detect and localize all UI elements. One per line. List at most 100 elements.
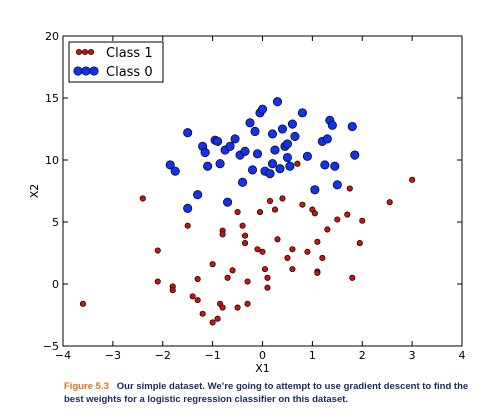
y-axis-label: X2 [28,184,41,199]
class-1-point [315,239,320,244]
class-0-point [283,140,291,148]
class-0-point [248,166,256,174]
class-0-point [311,186,319,194]
class-1-point [230,268,235,273]
class-1-point [290,266,295,271]
class-1-point [295,161,300,166]
class-1-point [267,198,272,203]
class-1-point [325,227,330,232]
class-0-point [303,152,311,160]
class-1-point [275,237,280,242]
plot-area: −4 −3 −2 −1 0 1 2 3 4 −5 0 5 10 15 20 X1 X2 Class 1 Class … [28,30,466,375]
class-1-point [242,233,247,238]
class-0-point [278,125,286,133]
class-1-point [335,217,340,222]
class-1-point [360,218,365,223]
legend-label: Class 0 [106,65,153,80]
class-1-point [300,202,305,207]
y-tick-label: 0 [52,278,59,291]
class-0-point [223,198,231,206]
class-1-point [345,212,350,217]
class-1-point [257,209,262,214]
class-1-point [225,275,230,280]
class-0-point [288,120,296,128]
class-1-point [265,285,270,290]
legend-class-1-marker [76,49,81,54]
class-1-point [245,301,250,306]
class-0-point [268,160,276,168]
class-1-point [305,249,310,254]
class-0-point [183,129,191,137]
class-0-point [246,119,254,127]
class-0-point [298,109,306,117]
y-tick-label: 20 [45,30,59,43]
class-0-point [268,130,276,138]
class-0-point [241,147,249,155]
class-0-point [226,142,234,150]
class-1-point [235,305,240,310]
y-tick-label: 15 [45,92,59,105]
class-0-point [238,178,246,186]
class-1-point [155,279,160,284]
class-0-point [271,146,279,154]
class-0-point [203,162,211,170]
class-0-point [276,164,284,172]
legend-class-1-marker [88,49,93,54]
class-0-point [273,98,281,106]
class-1-point [140,196,145,201]
y-tick-label: −5 [43,340,59,353]
class-0-point [193,191,201,199]
class-1-point [185,223,190,228]
x-tick-label: 3 [409,349,416,362]
class-0-point [291,132,299,140]
class-1-point [387,199,392,204]
class-1-point [272,207,277,212]
legend-label: Class 1 [106,46,153,61]
legend-class-0-marker [82,67,90,75]
caption-text: Our simple dataset. We’re going to attem… [64,381,468,405]
class-1-point [312,211,317,216]
class-1-point [409,177,414,182]
class-1-point [200,311,205,316]
class-0-point [171,167,179,175]
class-0-point [201,148,209,156]
class-0-point [183,204,191,212]
class-1-point [220,305,225,310]
x-tick-label: −3 [105,349,121,362]
class-1-point [262,266,267,271]
figure-caption: Figure 5.3 Our simple dataset. We’re goi… [64,380,484,406]
class-1-point [245,279,250,284]
class-1-point [255,247,260,252]
legend-class-0-marker [74,67,82,75]
x-tick-label: −2 [155,349,171,362]
class-1-point [265,275,270,280]
class-1-point [215,316,220,321]
class-1-point [235,209,240,214]
class-1-point [190,294,195,299]
x-axis-label: X1 [255,362,270,375]
class-1-point [170,288,175,293]
class-1-point [155,248,160,253]
class-0-point [216,160,224,168]
legend-class-1-marker [82,49,87,54]
class-1-point [242,240,247,245]
class-1-point [195,276,200,281]
class-1-point [285,255,290,260]
class-0-point [231,135,239,143]
class-1-point [220,232,225,237]
class-1-point [195,297,200,302]
class-1-point [320,255,325,260]
class-0-point [251,127,259,135]
class-1-point [290,247,295,252]
y-tick-label: 5 [52,216,59,229]
class-0-point [331,162,339,170]
scatter-chart: −4 −3 −2 −1 0 1 2 3 4 −5 0 5 10 15 20 X1 X2 Class 1 Class … [0,0,496,380]
class-1-point [80,301,85,306]
legend-class-0-marker [90,67,98,75]
class-0-point [321,161,329,169]
class-0-point [328,121,336,129]
class-1-point [350,275,355,280]
class-0-point [253,150,261,158]
class-0-point [348,122,356,130]
class-0-point [283,153,291,161]
